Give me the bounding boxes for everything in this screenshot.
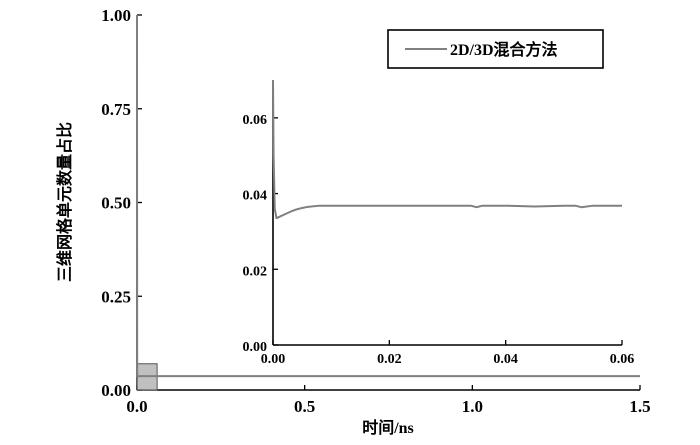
inset-y-tick-label: 0.02	[243, 264, 268, 279]
main-x-tick-label: 1.0	[462, 397, 483, 416]
inset-x-tick-label: 0.04	[493, 352, 518, 367]
main-x-tick-label: 0.0	[126, 397, 147, 416]
inset-y-tick-label: 0.04	[243, 189, 268, 204]
main-y-tick-label: 0.00	[101, 381, 131, 400]
inset-y-tick-label: 0.00	[243, 340, 268, 355]
legend: 2D/3D混合方法	[387, 29, 604, 69]
main-axes	[136, 15, 640, 391]
y-axis-title: 三维网格单元数量占比	[55, 122, 74, 282]
main-x-tick-label: 0.5	[294, 397, 315, 416]
main-y-tick-label: 0.75	[101, 100, 131, 119]
main-y-tick-label: 0.50	[101, 194, 131, 213]
inset-x-tick-label: 0.06	[610, 352, 635, 367]
main-y-tick-label: 1.00	[101, 6, 131, 25]
inset-y-tick-label: 0.06	[243, 113, 268, 128]
main-series-line	[136, 14, 640, 378]
inset-axes	[272, 80, 622, 346]
inset-x-tick-label: 0.00	[261, 352, 286, 367]
x-axis-title: 时间/ns	[362, 418, 414, 437]
main-ticks: 0.0 0.5 1.0 1.5 0.00 0.25 0.50 0.75 1.00	[101, 6, 650, 416]
inset-series	[272, 79, 622, 220]
main-y-tick-label: 0.25	[101, 287, 131, 306]
inset-ticks: 0.00 0.02 0.04 0.06 0.00 0.02 0.04 0.06	[243, 113, 635, 367]
main-series	[136, 14, 640, 391]
legend-label: 2D/3D混合方法	[450, 40, 558, 59]
inset-x-tick-label: 0.02	[377, 352, 402, 367]
main-x-tick-label: 1.5	[629, 397, 650, 416]
inset-series-line	[272, 79, 622, 220]
